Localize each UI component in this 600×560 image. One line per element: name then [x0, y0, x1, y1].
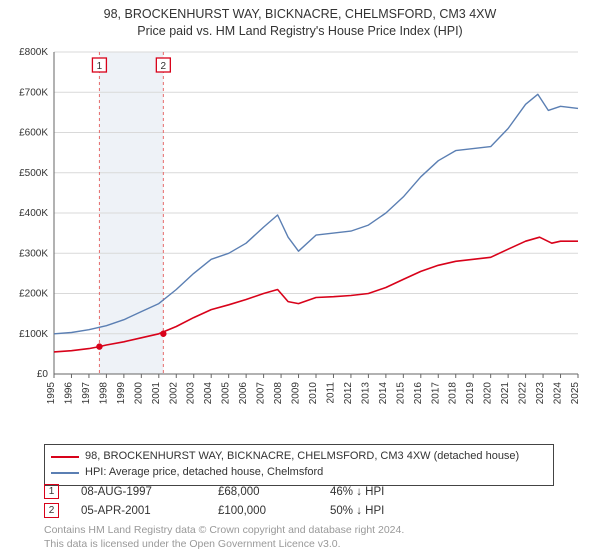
sale-marker-2: 2: [44, 503, 59, 518]
sale-price-2: £100,000: [218, 505, 308, 517]
legend-label-property: 98, BROCKENHURST WAY, BICKNACRE, CHELMSF…: [85, 449, 519, 465]
x-tick-label: 2016: [413, 382, 424, 405]
x-tick-label: 2019: [465, 382, 476, 405]
title-block: 98, BROCKENHURST WAY, BICKNACRE, CHELMSF…: [0, 0, 600, 40]
y-tick-label: £300K: [19, 248, 48, 259]
x-tick-label: 2000: [133, 382, 144, 405]
x-tick-label: 2021: [500, 382, 511, 405]
x-tick-label: 1999: [116, 382, 127, 405]
x-tick-label: 2024: [553, 382, 564, 405]
sales-table: 1 08-AUG-1997 £68,000 46% ↓ HPI 2 05-APR…: [44, 484, 430, 522]
x-tick-label: 1997: [81, 382, 92, 405]
legend-row-property: 98, BROCKENHURST WAY, BICKNACRE, CHELMSF…: [51, 449, 547, 465]
x-tick-label: 2009: [291, 382, 302, 405]
x-tick-label: 1998: [98, 382, 109, 405]
legend-label-hpi: HPI: Average price, detached house, Chel…: [85, 465, 323, 481]
x-tick-label: 2011: [325, 382, 336, 404]
sale-pct-1: 46% ↓ HPI: [330, 486, 430, 498]
x-tick-label: 2025: [570, 382, 581, 405]
svg-text:1: 1: [97, 61, 103, 72]
x-tick-label: 2014: [378, 382, 389, 405]
footer-note: Contains HM Land Registry data © Crown c…: [44, 524, 404, 551]
x-tick-label: 1995: [46, 382, 57, 405]
sale-row-2: 2 05-APR-2001 £100,000 50% ↓ HPI: [44, 503, 430, 518]
chart-container: 98, BROCKENHURST WAY, BICKNACRE, CHELMSF…: [0, 0, 600, 560]
x-tick-label: 2022: [518, 382, 529, 405]
y-tick-label: £600K: [19, 128, 48, 139]
footer-line-1: Contains HM Land Registry data © Crown c…: [44, 524, 404, 538]
sale-date-2: 05-APR-2001: [81, 505, 196, 517]
legend-box: 98, BROCKENHURST WAY, BICKNACRE, CHELMSF…: [44, 444, 554, 486]
legend-swatch-property: [51, 456, 79, 458]
sale-marker-2-label: 2: [49, 505, 55, 516]
x-tick-label: 2007: [256, 382, 267, 405]
x-tick-label: 2010: [308, 382, 319, 405]
sale-marker-1: 1: [44, 484, 59, 499]
y-tick-label: £500K: [19, 168, 48, 179]
x-tick-label: 1996: [63, 382, 74, 405]
title-line-2: Price paid vs. HM Land Registry's House …: [0, 23, 600, 40]
y-tick-label: £200K: [19, 289, 48, 300]
y-tick-label: £800K: [19, 47, 48, 58]
y-tick-label: £0: [37, 369, 49, 380]
svg-text:2: 2: [161, 61, 167, 72]
x-tick-label: 2006: [238, 382, 249, 405]
x-tick-label: 2004: [203, 382, 214, 405]
sale-row-1: 1 08-AUG-1997 £68,000 46% ↓ HPI: [44, 484, 430, 499]
sale-pct-2: 50% ↓ HPI: [330, 505, 430, 517]
y-tick-label: £100K: [19, 329, 48, 340]
price-chart: £0£100K£200K£300K£400K£500K£600K£700K£80…: [54, 48, 578, 410]
x-tick-label: 2013: [360, 382, 371, 405]
title-line-1: 98, BROCKENHURST WAY, BICKNACRE, CHELMSF…: [0, 6, 600, 23]
x-tick-label: 2015: [395, 382, 406, 405]
y-tick-label: £400K: [19, 208, 48, 219]
x-tick-label: 2020: [483, 382, 494, 405]
x-tick-label: 2023: [535, 382, 546, 405]
legend-swatch-hpi: [51, 472, 79, 474]
x-tick-label: 2002: [168, 382, 179, 405]
x-tick-label: 2017: [430, 382, 441, 405]
sale-date-1: 08-AUG-1997: [81, 486, 196, 498]
x-tick-label: 2001: [151, 382, 162, 405]
legend-row-hpi: HPI: Average price, detached house, Chel…: [51, 465, 547, 481]
x-tick-label: 2012: [343, 382, 354, 405]
x-tick-label: 2003: [186, 382, 197, 405]
footer-line-2: This data is licensed under the Open Gov…: [44, 538, 404, 552]
x-tick-label: 2018: [448, 382, 459, 405]
x-tick-label: 2008: [273, 382, 284, 405]
sale-marker-1-label: 1: [49, 486, 55, 497]
y-tick-label: £700K: [19, 87, 48, 98]
sale-price-1: £68,000: [218, 486, 308, 498]
x-tick-label: 2005: [221, 382, 232, 405]
